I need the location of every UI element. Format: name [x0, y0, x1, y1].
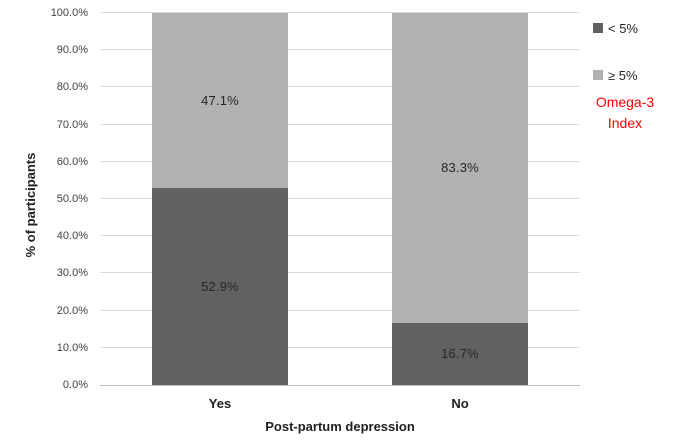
gridline — [100, 309, 580, 311]
category-label: No — [451, 396, 469, 411]
legend: < 5% ≥ 5% — [593, 20, 638, 114]
y-tick-label: 0.0% — [62, 379, 88, 391]
x-axis-title: Post-partum depression — [265, 419, 415, 434]
y-tick-label: 40.0% — [56, 230, 88, 243]
gridline — [100, 12, 580, 13]
gridline — [100, 346, 580, 348]
legend-label-lt-5pct: < 5% — [608, 20, 638, 36]
gridline — [100, 160, 580, 162]
y-tick-label: 100.0% — [50, 7, 88, 19]
gridline — [100, 86, 580, 88]
annotation-line-2: Index — [607, 115, 643, 131]
y-tick-label: 20.0% — [56, 304, 88, 317]
y-tick-label: 30.0% — [56, 267, 88, 280]
y-tick-label: 60.0% — [56, 155, 88, 168]
y-tick-label: 70.0% — [56, 118, 88, 131]
bar-segment: 83.3% — [392, 13, 528, 323]
legend-item-gte-5pct: ≥ 5% — [593, 67, 638, 83]
omega3-index-annotation: Omega-3 Index — [577, 92, 673, 134]
bar-segment: 47.1% — [152, 13, 288, 189]
y-tick-label: 10.0% — [56, 341, 88, 354]
category-label: Yes — [208, 396, 232, 411]
gridline — [100, 198, 580, 199]
data-label: 52.9% — [201, 279, 239, 295]
legend-swatch-gte-5pct-icon — [593, 70, 603, 80]
bar-segment: 16.7% — [392, 322, 528, 385]
legend-swatch-lt-5pct-icon — [593, 23, 603, 33]
annotation-line-1: Omega-3 — [595, 94, 655, 110]
y-tick-label: 50.0% — [56, 193, 88, 205]
plot-area: 52.9% 47.1% 16.7% 83.3% — [100, 12, 580, 386]
y-tick-label: 80.0% — [56, 81, 88, 94]
gridline — [100, 272, 580, 274]
gridline — [100, 49, 580, 51]
legend-item-lt-5pct: < 5% — [593, 20, 638, 36]
legend-label-gte-5pct: ≥ 5% — [608, 67, 638, 83]
gridline — [100, 235, 580, 237]
data-label: 16.7% — [441, 346, 479, 362]
bar-segment: 52.9% — [152, 188, 288, 385]
data-label: 83.3% — [441, 160, 479, 176]
y-tick-label: 90.0% — [56, 44, 88, 57]
gridline — [100, 123, 580, 125]
data-label: 47.1% — [201, 93, 239, 109]
